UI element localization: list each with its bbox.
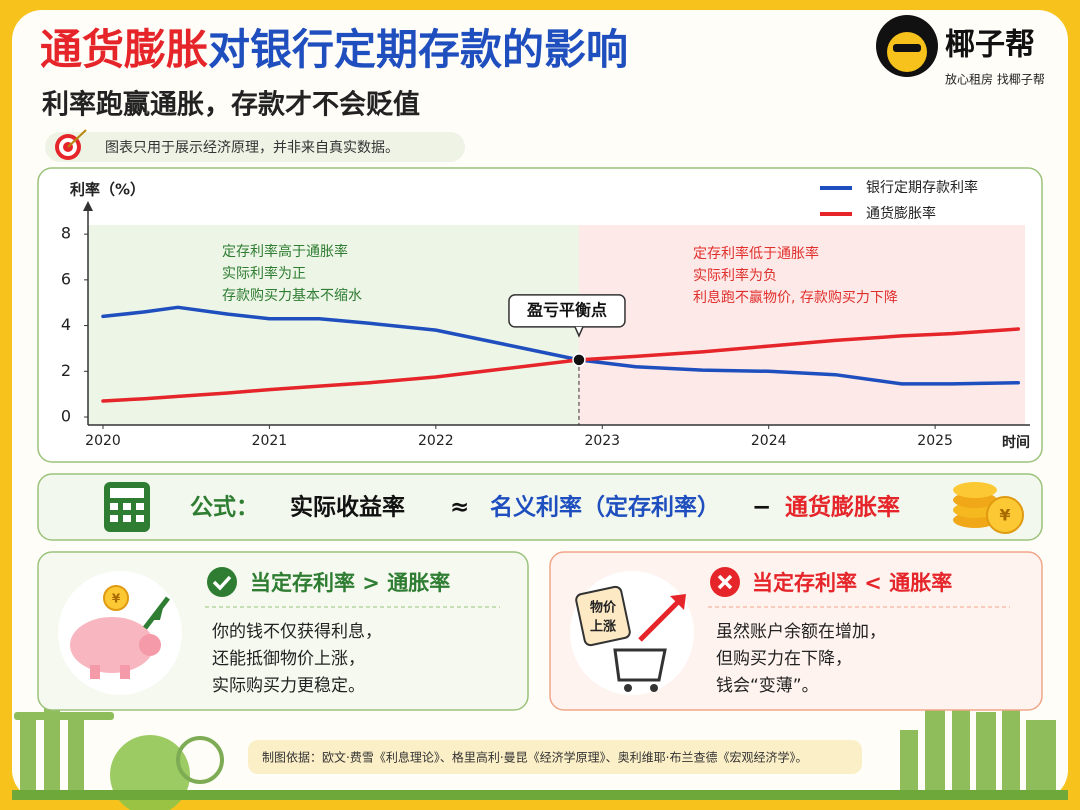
chart: 利率（%） 时间 0 2 4 6 8 2020 2021 2022 2023 2024 2025 定存利率… <box>61 179 1030 451</box>
annotation: 实际利率为负 <box>693 267 777 284</box>
breakeven-point <box>572 353 586 367</box>
formula-box <box>37 473 1043 541</box>
x-tick-label: 2022 <box>418 433 454 449</box>
price-tag: 上涨 <box>590 620 616 635</box>
annotation: 定存利率低于通胀率 <box>693 245 819 262</box>
coin-symbol: ¥ <box>999 506 1010 525</box>
region-negative <box>578 225 1025 425</box>
check-mark <box>212 575 232 591</box>
card-line: 实际购买力更稳定。 <box>212 676 365 696</box>
breakeven-pointer <box>574 326 584 338</box>
formula-label: 公式： <box>190 495 259 521</box>
ground <box>12 790 1068 800</box>
title-highlight: 通货膨胀 <box>40 25 208 74</box>
brand: 椰子帮 <box>945 28 1035 63</box>
legend-label: 通货膨胀率 <box>866 205 936 222</box>
annotation: 存款购买力基本不缩水 <box>222 287 362 304</box>
cross-mark <box>717 574 733 590</box>
legend-label: 银行定期存款利率 <box>866 179 978 196</box>
formula-inflation: 通货膨胀率 <box>785 494 900 521</box>
annotation: 利息跑不赢物价, 存款购买力下降 <box>693 289 898 306</box>
city-right <box>900 690 1056 800</box>
note-pill <box>45 132 465 162</box>
series-line <box>101 327 1021 403</box>
y-tick-label: 0 <box>61 407 71 426</box>
formula-nominal: 名义利率（定存利率） <box>490 494 720 521</box>
x-tick-label: 2023 <box>584 433 620 449</box>
y-axis-arrow <box>83 201 93 211</box>
x-tick-label: 2020 <box>85 433 121 449</box>
card-line: 但购买力在下降， <box>716 649 852 669</box>
logo <box>876 15 938 77</box>
y-tick-label: 4 <box>61 315 71 334</box>
breakeven-box <box>508 294 626 328</box>
piggy-coin-symbol: ¥ <box>112 592 121 606</box>
annotation: 实际利率为正 <box>222 265 306 282</box>
note: 图表只用于展示经济原理，并非来自真实数据。 <box>105 140 399 156</box>
y-tick-label: 6 <box>61 269 71 288</box>
coins-icon <box>953 482 1024 534</box>
formula-minus: − <box>752 495 771 521</box>
card-line: 你的钱不仅获得利息， <box>212 622 382 642</box>
formula-lhs: 实际收益率 <box>290 494 405 521</box>
region-positive <box>88 225 579 425</box>
x-tick-label: 2024 <box>751 433 787 449</box>
subtitle: 利率跑赢通胀，存款才不会贬值 <box>42 89 420 121</box>
cart-icon <box>575 585 686 692</box>
y-tick-label: 2 <box>61 361 71 380</box>
title-rest: 对银行定期存款的影响 <box>208 25 628 74</box>
card-line: 钱会“变薄”。 <box>716 676 819 696</box>
x-tick-label: 2021 <box>252 433 288 449</box>
card-line: 虽然账户余额在增加， <box>716 622 886 642</box>
x-tick-label: 2025 <box>917 433 953 449</box>
price-tag: 物价 <box>590 600 617 616</box>
y-axis-label: 利率（%） <box>70 181 145 199</box>
x-axis-label: 时间 <box>1002 434 1030 451</box>
series-line <box>101 305 1021 386</box>
title: 通货膨胀对银行定期存款的影响 <box>40 25 628 74</box>
slogan: 放心租房 找椰子帮 <box>945 72 1045 87</box>
calculator-icon <box>104 482 150 532</box>
card-line: 还能抵御物价上涨， <box>212 649 365 669</box>
breakeven-label: 盈亏平衡点 <box>526 300 607 319</box>
footer-sources: 制图依据：欧文·费雪《利息理论》、格里高利·曼昆《经济学原理》、奥利维耶·布兰查… <box>262 750 807 765</box>
footer-pill <box>248 740 862 774</box>
piggy-icon <box>70 585 170 679</box>
target-icon <box>55 129 87 160</box>
card-title: 当定存利率 < 通胀率 <box>752 571 952 595</box>
check-icon <box>207 567 237 597</box>
y-tick-label: 8 <box>61 224 71 243</box>
formula-approx: ≈ <box>450 495 469 521</box>
annotation: 定存利率高于通胀率 <box>222 243 348 260</box>
card-title: 当定存利率 > 通胀率 <box>250 571 450 595</box>
